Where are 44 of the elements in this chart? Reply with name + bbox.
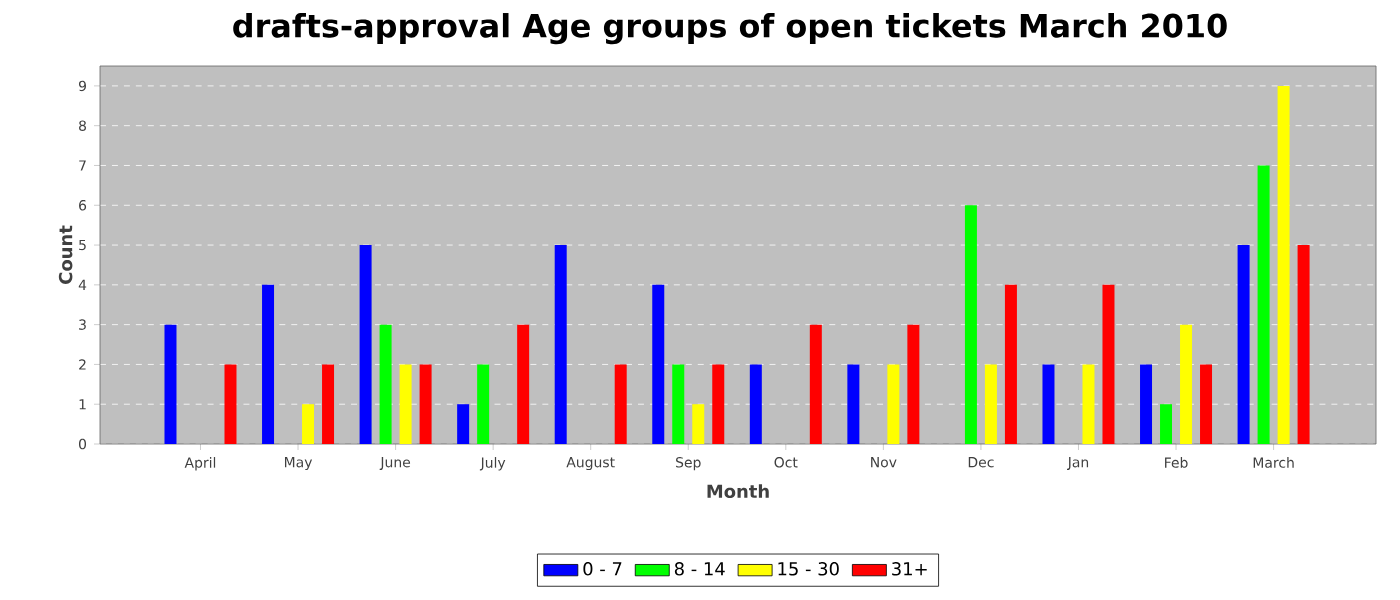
- bar: [907, 324, 920, 444]
- bar: [1140, 364, 1153, 444]
- bar: [322, 364, 335, 444]
- bar: [887, 364, 900, 444]
- bar: [712, 364, 725, 444]
- bar: [1082, 364, 1095, 444]
- bar: [672, 364, 685, 444]
- bar: [1257, 165, 1270, 444]
- bar: [262, 284, 275, 444]
- bar: [457, 404, 470, 444]
- bar: [379, 324, 392, 444]
- bar: [164, 324, 177, 444]
- bar: [749, 364, 762, 444]
- bar: [1200, 364, 1213, 444]
- bar: [809, 324, 822, 444]
- bar: [517, 324, 530, 444]
- bar: [964, 205, 977, 444]
- bar: [1180, 324, 1193, 444]
- bar: [614, 364, 627, 444]
- x-axis-title: Month: [707, 484, 769, 499]
- bar: [1042, 364, 1055, 444]
- bar: [1160, 404, 1173, 444]
- chart-title: drafts-approval Age groups of open tickets March 2010: [233, 13, 1227, 45]
- legend-label: 0 - 7: [583, 561, 622, 576]
- bar: [847, 364, 860, 444]
- bar: [1102, 284, 1115, 444]
- bar: [399, 364, 412, 444]
- bar: [652, 284, 665, 444]
- y-axis-title: Count: [58, 225, 73, 284]
- bar: [1277, 85, 1290, 444]
- bar: [1297, 245, 1310, 444]
- bar: [1237, 245, 1250, 444]
- bar: [419, 364, 432, 444]
- legend-label: 15 - 30: [778, 561, 839, 576]
- bar: [224, 364, 237, 444]
- bar: [359, 245, 372, 444]
- bar: [554, 245, 567, 444]
- bar: [692, 404, 705, 444]
- legend-label: 31+: [892, 561, 927, 576]
- legend-label: 8 - 14: [674, 561, 725, 576]
- bar: [302, 404, 315, 444]
- bar: [477, 364, 490, 444]
- bar: [984, 364, 997, 444]
- bar: [1004, 284, 1017, 444]
